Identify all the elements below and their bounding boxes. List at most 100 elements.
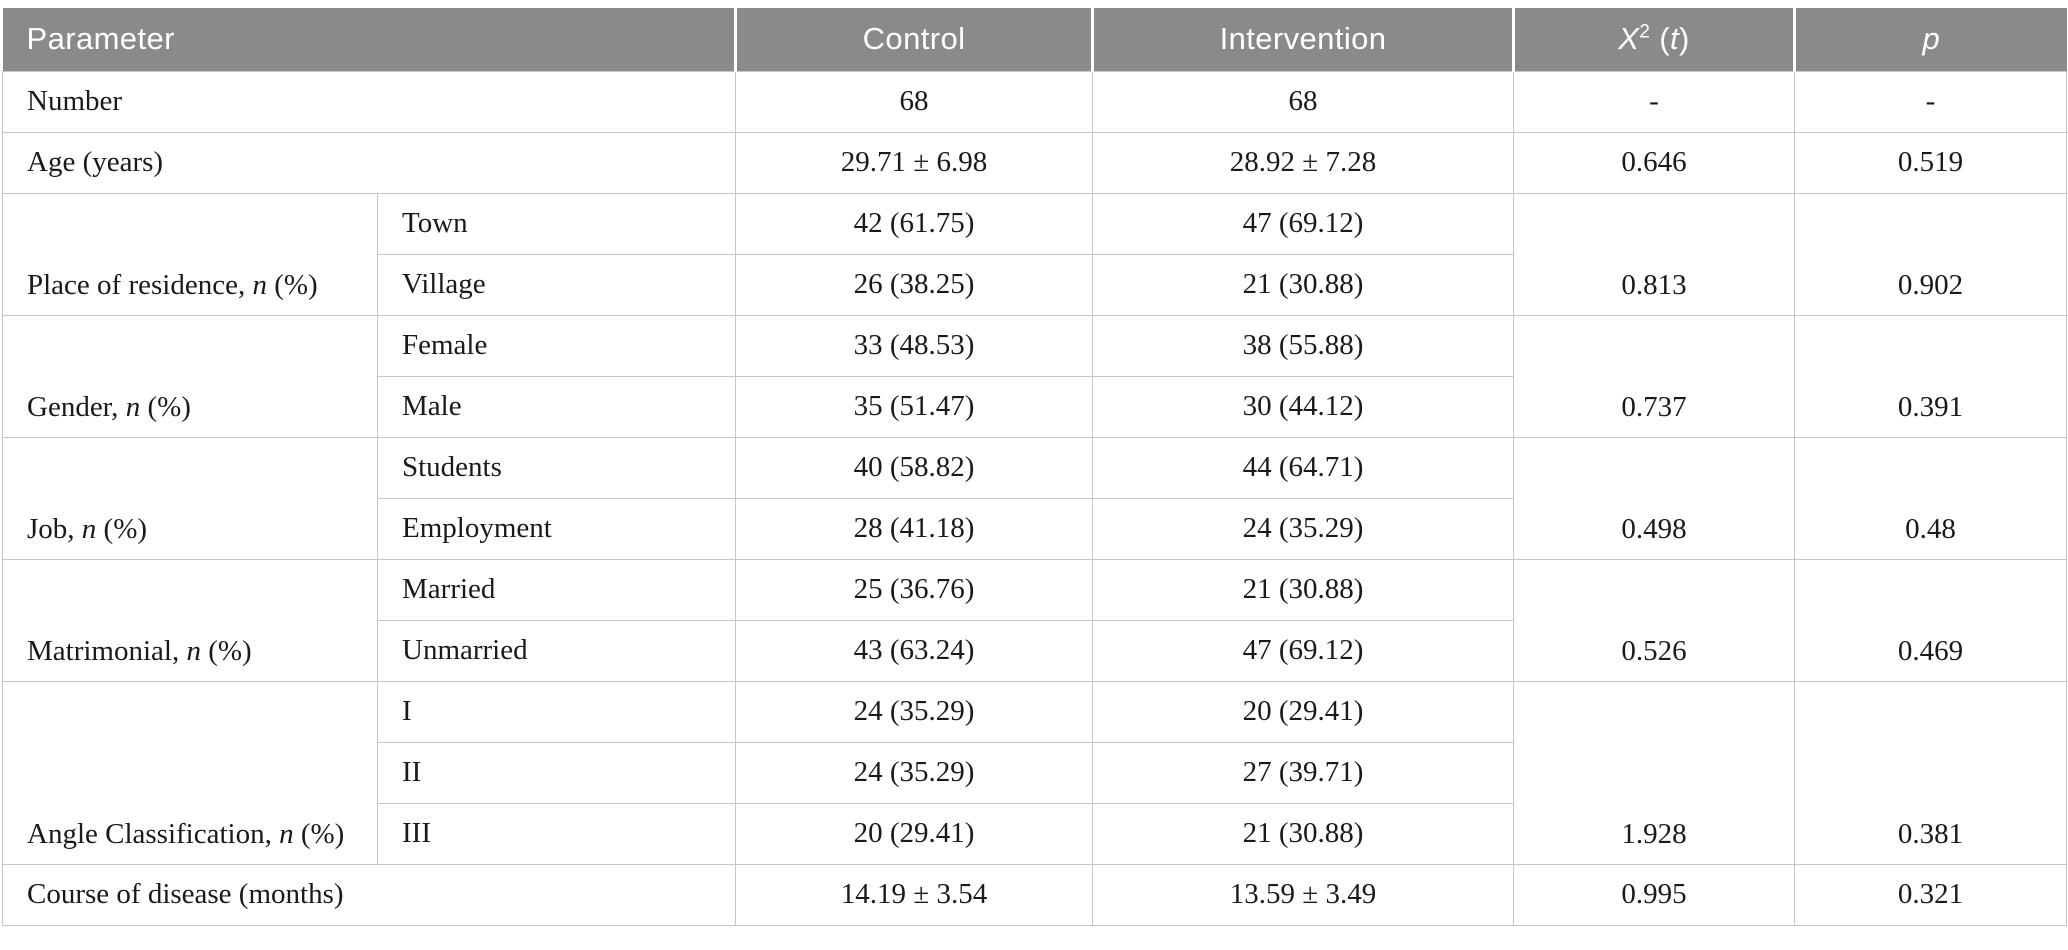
param-label-n: n — [252, 268, 267, 301]
demographics-table: Parameter Control Intervention X2 (t) p … — [1, 8, 2068, 926]
control-value-male: 35 (51.47) — [735, 375, 1094, 438]
sub-param-cell-class-1: I — [376, 680, 737, 743]
param-group-cell-residence: Place of residence, n (%) — [2, 192, 378, 316]
param-group-cell-angle: Angle Classification, n (%) — [2, 680, 378, 865]
param-label-prefix: Gender, — [27, 390, 126, 423]
param-label-n: n — [186, 634, 201, 667]
column-header-control: Control — [734, 8, 1093, 71]
intervention-value-class-2: 27 (39.71) — [1092, 741, 1515, 804]
chi-value-age: 0.646 — [1513, 131, 1796, 194]
param-label-suffix: (%) — [266, 268, 318, 301]
param-label-n: n — [125, 390, 141, 423]
param-group-cell-job: Job, n (%) — [2, 436, 378, 560]
table-row-job-employment: Employment 28 (41.18) 24 (35.29) — [3, 497, 2067, 560]
chi-value-course: 0.995 — [1513, 863, 1796, 926]
sub-param-cell-employment: Employment — [376, 497, 737, 560]
table-row-course: Course of disease (months) 14.19 ± 3.54 … — [1, 863, 2068, 926]
control-value-employment: 28 (41.18) — [735, 497, 1094, 560]
param-cell-number: Number — [1, 70, 737, 133]
control-value-class-2: 24 (35.29) — [735, 741, 1094, 804]
p-value-residence: 0.902 — [1794, 192, 2068, 316]
control-value-age: 29.71 ± 6.98 — [735, 131, 1094, 194]
chi-paren-open: ( — [1650, 21, 1671, 57]
param-label-n: n — [81, 512, 97, 545]
intervention-value-female: 38 (55.88) — [1092, 314, 1515, 377]
column-header-intervention: Intervention — [1091, 8, 1514, 71]
control-value-village: 26 (38.25) — [735, 253, 1094, 316]
sub-param-cell-class-3: III — [376, 802, 737, 865]
intervention-value-number: 68 — [1092, 70, 1515, 133]
intervention-value-unmarried: 47 (69.12) — [1092, 619, 1515, 682]
chi-value-job: 0.498 — [1513, 436, 1796, 560]
table-row-angle-3: III 20 (29.41) 21 (30.88) — [3, 802, 2067, 865]
table-row-angle-2: II 24 (35.29) 27 (39.71) — [3, 741, 2067, 804]
sub-param-cell-class-2: II — [376, 741, 737, 804]
control-value-course: 14.19 ± 3.54 — [735, 863, 1094, 926]
param-label-n: n — [279, 817, 294, 850]
sub-param-cell-unmarried: Unmarried — [376, 619, 737, 682]
p-value-gender: 0.391 — [1794, 314, 2068, 438]
intervention-value-employment: 24 (35.29) — [1092, 497, 1515, 560]
intervention-value-students: 44 (64.71) — [1092, 436, 1515, 499]
param-label-prefix: Angle Classification, — [27, 817, 280, 850]
param-label-suffix: (%) — [200, 634, 252, 667]
column-header-parameter: Parameter — [2, 8, 736, 71]
chi-value-number: - — [1513, 70, 1796, 133]
table-row-number: Number 68 68 - - — [1, 70, 2068, 133]
control-value-town: 42 (61.75) — [735, 192, 1094, 255]
control-value-class-1: 24 (35.29) — [735, 680, 1094, 743]
param-label-suffix: (%) — [96, 512, 148, 545]
table-row-angle-1: Angle Classification, n (%) I 24 (35.29)… — [2, 680, 2068, 865]
param-group-cell-matrimonial: Matrimonial, n (%) — [2, 558, 378, 682]
table-row-residence-village: Village 26 (38.25) 21 (30.88) — [3, 253, 2067, 316]
control-value-female: 33 (48.53) — [735, 314, 1094, 377]
chi-value-matrimonial: 0.526 — [1513, 558, 1796, 682]
table-row-age: Age (years) 29.71 ± 6.98 28.92 ± 7.28 0.… — [1, 131, 2068, 194]
intervention-value-course: 13.59 ± 3.49 — [1092, 863, 1515, 926]
param-label-prefix: Matrimonial, — [27, 634, 187, 667]
param-group-cell-gender: Gender, n (%) — [2, 314, 378, 438]
intervention-value-age: 28.92 ± 7.28 — [1092, 131, 1515, 194]
param-label-suffix: (%) — [293, 817, 345, 850]
p-value-job: 0.48 — [1794, 436, 2068, 560]
chi-value-gender: 0.737 — [1513, 314, 1796, 438]
chi-value-residence: 0.813 — [1513, 192, 1796, 316]
table-row-gender-male: Male 35 (51.47) 30 (44.12) — [3, 375, 2067, 438]
control-value-class-3: 20 (29.41) — [735, 802, 1094, 865]
table-header-row: Parameter Control Intervention X2 (t) p — [2, 8, 2067, 71]
table-row-gender-female: Gender, n (%) Female 33 (48.53) 38 (55.8… — [2, 314, 2068, 438]
table-row-matrimonial-unmarried: Unmarried 43 (63.24) 47 (69.12) — [3, 619, 2067, 682]
intervention-value-village: 21 (30.88) — [1092, 253, 1515, 316]
table-row-residence-town: Place of residence, n (%) Town 42 (61.75… — [2, 192, 2068, 316]
intervention-value-class-3: 21 (30.88) — [1092, 802, 1515, 865]
column-header-chi-squared: X2 (t) — [1512, 8, 1795, 71]
chi-paren-close: ) — [1679, 21, 1690, 57]
column-header-p: p — [1793, 8, 2067, 71]
sub-param-cell-male: Male — [376, 375, 737, 438]
intervention-value-married: 21 (30.88) — [1092, 558, 1515, 621]
intervention-value-town: 47 (69.12) — [1092, 192, 1515, 255]
param-label-prefix: Place of residence, — [27, 268, 253, 301]
p-value-number: - — [1794, 70, 2068, 133]
sub-param-cell-female: Female — [376, 314, 737, 377]
chi-value-angle: 1.928 — [1513, 680, 1796, 865]
sub-param-cell-village: Village — [376, 253, 737, 316]
table-row-job-students: Job, n (%) Students 40 (58.82) 44 (64.71… — [2, 436, 2068, 560]
sub-param-cell-town: Town — [376, 192, 737, 255]
chi-superscript: 2 — [1639, 21, 1651, 43]
control-value-unmarried: 43 (63.24) — [735, 619, 1094, 682]
param-label-prefix: Job, — [27, 512, 82, 545]
p-value-angle: 0.381 — [1794, 680, 2068, 865]
control-value-number: 68 — [735, 70, 1094, 133]
intervention-value-male: 30 (44.12) — [1092, 375, 1515, 438]
page: Parameter Control Intervention X2 (t) p … — [1, 8, 2068, 926]
intervention-value-class-1: 20 (29.41) — [1092, 680, 1515, 743]
control-value-students: 40 (58.82) — [735, 436, 1094, 499]
p-value-matrimonial: 0.469 — [1794, 558, 2068, 682]
p-value-age: 0.519 — [1794, 131, 2068, 194]
param-cell-course: Course of disease (months) — [1, 863, 737, 926]
chi-t-symbol: t — [1670, 21, 1680, 57]
control-value-married: 25 (36.76) — [735, 558, 1094, 621]
chi-symbol: X — [1618, 21, 1640, 57]
table-row-matrimonial-married: Matrimonial, n (%) Married 25 (36.76) 21… — [2, 558, 2068, 682]
